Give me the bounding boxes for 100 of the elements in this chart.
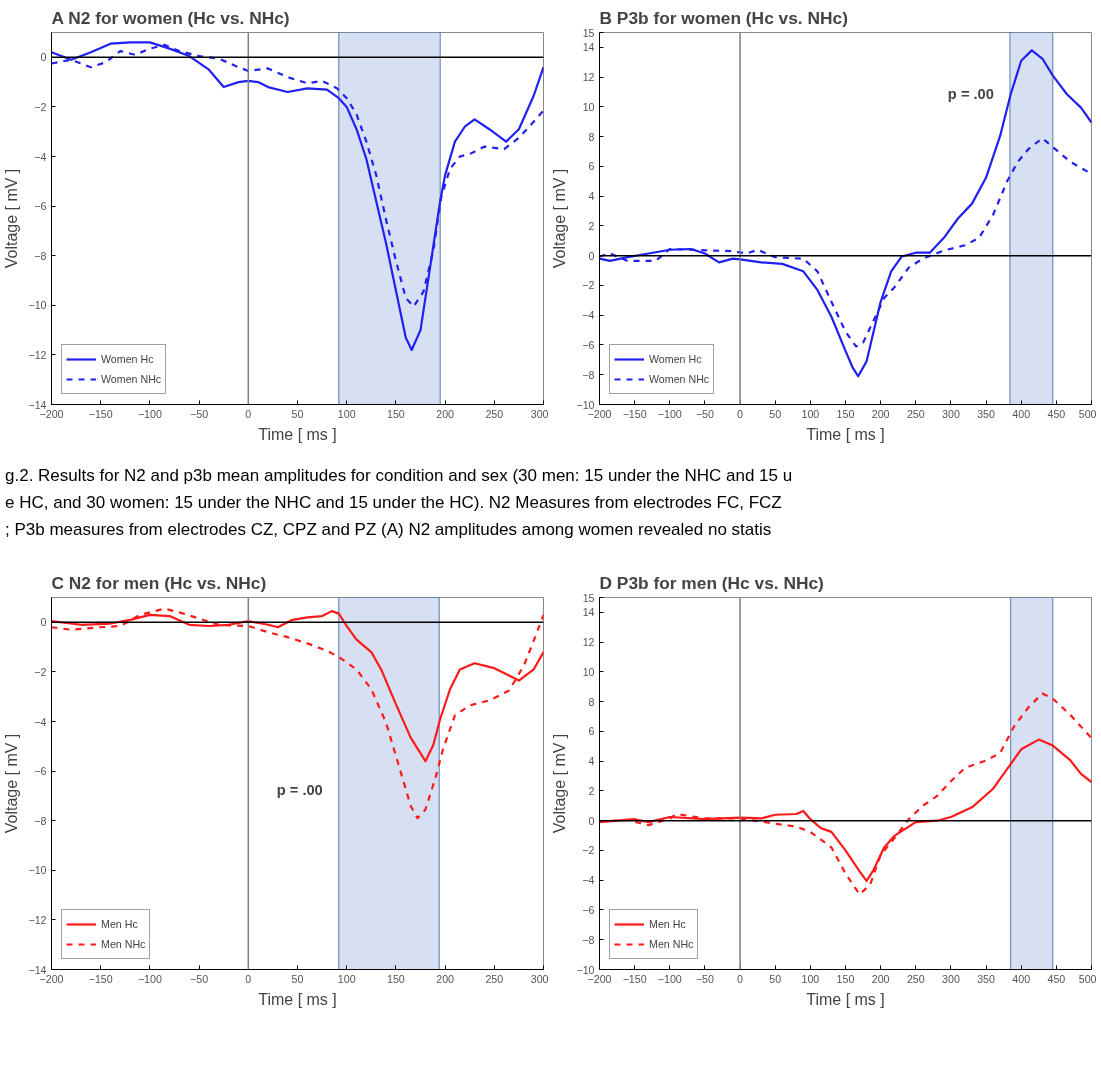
x-tick-label: 0 [737, 972, 744, 985]
y-tick-label: 0 [588, 249, 595, 262]
annotation: p = .00 [276, 781, 323, 798]
y-tick-label: 15 [582, 591, 595, 604]
x-tick-label: 500 [1078, 407, 1097, 420]
x-tick-label: −100 [657, 972, 682, 985]
y-tick-label: −6 [34, 765, 47, 778]
x-tick-label: −150 [622, 407, 647, 420]
x-axis-title: Time [ ms ] [806, 425, 885, 443]
y-tick-label: −10 [28, 864, 47, 877]
legend-label: Women NHc [649, 373, 710, 385]
legend-label: Women NHc [101, 373, 162, 385]
x-tick-label: 450 [1047, 407, 1066, 420]
y-tick-label: 4 [588, 190, 595, 203]
x-tick-label: 400 [1012, 407, 1031, 420]
y-tick-label: 2 [588, 784, 595, 797]
y-tick-label: 12 [582, 636, 595, 649]
y-tick-label: 14 [582, 41, 595, 54]
x-tick-label: 300 [530, 972, 549, 985]
x-tick-label: −100 [137, 972, 162, 985]
x-tick-label: 200 [436, 972, 455, 985]
x-tick-label: 250 [906, 972, 925, 985]
legend-label: Men NHc [101, 938, 146, 950]
x-tick-label: −150 [88, 407, 113, 420]
y-tick-label: 2 [588, 219, 595, 232]
x-tick-label: 0 [245, 972, 252, 985]
legend-label: Men NHc [649, 938, 694, 950]
x-tick-label: −50 [695, 407, 715, 420]
y-tick-label: −10 [576, 398, 595, 411]
y-tick-label: −6 [34, 200, 47, 213]
y-tick-label: −2 [34, 100, 47, 113]
y-tick-label: 15 [582, 26, 595, 39]
y-tick-label: 10 [582, 665, 595, 678]
y-tick-label: −10 [28, 299, 47, 312]
y-tick-label: −8 [34, 249, 47, 262]
y-axis-title: Voltage [ mV ] [3, 168, 21, 269]
x-tick-label: 100 [337, 972, 356, 985]
y-tick-label: −4 [582, 874, 595, 887]
x-tick-label: 350 [977, 972, 996, 985]
x-axis-title: Time [ ms ] [258, 990, 337, 1008]
legend-label: Men Hc [649, 918, 686, 930]
x-tick-label: 450 [1047, 972, 1066, 985]
y-axis-title: Voltage [ mV ] [551, 733, 569, 834]
y-tick-label: −10 [576, 963, 595, 976]
x-tick-label: 100 [801, 407, 820, 420]
x-axis-title: Time [ ms ] [806, 990, 885, 1008]
y-axis-title: Voltage [ mV ] [3, 733, 21, 834]
y-tick-label: −6 [582, 338, 595, 351]
x-tick-label: 250 [485, 972, 504, 985]
x-tick-label: −50 [190, 972, 209, 985]
x-tick-label: 150 [836, 972, 855, 985]
x-tick-label: 100 [801, 972, 820, 985]
x-tick-label: 200 [436, 407, 455, 420]
x-tick-label: 50 [291, 972, 304, 985]
text: e HC, and 30 women: 15 under the NHC and 15 under the HC). N2 Measures from electrodes FC, FCZ [5, 493, 782, 513]
x-axis-title: Time [ ms ] [258, 425, 337, 443]
y-tick-label: −14 [28, 398, 47, 411]
y-tick-label: −4 [34, 150, 47, 163]
x-tick-label: 50 [769, 407, 782, 420]
y-tick-label: −6 [582, 903, 595, 916]
y-tick-label: −8 [582, 933, 595, 946]
y-tick-label: −8 [34, 814, 47, 827]
text: g.2. Results for N2 and p3b mean amplitudes for condition and sex (30 men: 15 under the NHC and 15 u [5, 466, 793, 485]
x-tick-label: −150 [622, 972, 647, 985]
x-tick-label: 150 [387, 407, 405, 420]
x-tick-label: 100 [337, 407, 356, 420]
line-series [51, 607, 544, 820]
y-tick-label: −2 [582, 279, 595, 292]
y-tick-label: 14 [582, 606, 595, 619]
x-tick-label: 300 [942, 407, 960, 420]
x-tick-label: 300 [530, 407, 549, 420]
x-tick-label: 250 [906, 407, 925, 420]
legend-label: Women Hc [649, 353, 702, 365]
y-tick-label: 0 [588, 814, 595, 827]
legend-label: Men Hc [101, 918, 138, 930]
x-tick-label: 50 [769, 972, 782, 985]
y-tick-label: 4 [588, 755, 595, 768]
annotation: p = .00 [947, 86, 994, 103]
x-tick-label: 150 [387, 972, 405, 985]
y-tick-label: 6 [588, 725, 595, 738]
y-tick-label: 10 [582, 100, 595, 113]
x-tick-label: 350 [977, 407, 996, 420]
y-tick-label: −14 [28, 963, 47, 976]
x-tick-label: −150 [88, 972, 113, 985]
x-tick-label: 200 [871, 407, 890, 420]
y-tick-label: 8 [588, 130, 595, 143]
legend-label: Women Hc [101, 353, 154, 365]
x-tick-label: 50 [291, 407, 304, 420]
y-tick-label: −8 [582, 368, 595, 381]
x-tick-label: 150 [836, 407, 855, 420]
x-tick-label: 300 [942, 972, 960, 985]
y-tick-label: −12 [28, 348, 47, 361]
x-tick-label: 0 [245, 407, 252, 420]
y-tick-label: 0 [40, 616, 47, 629]
y-tick-label: 0 [40, 51, 47, 64]
y-axis-title: Voltage [ mV ] [551, 168, 569, 269]
text: ; P3b measures from electrodes CZ, CPZ and PZ (A) N2 amplitudes among women revealed no statis [5, 520, 772, 540]
y-tick-label: −12 [28, 913, 47, 926]
x-tick-label: −50 [190, 407, 209, 420]
chart-title: C N2 for men (Hc vs. NHc) [51, 572, 267, 593]
